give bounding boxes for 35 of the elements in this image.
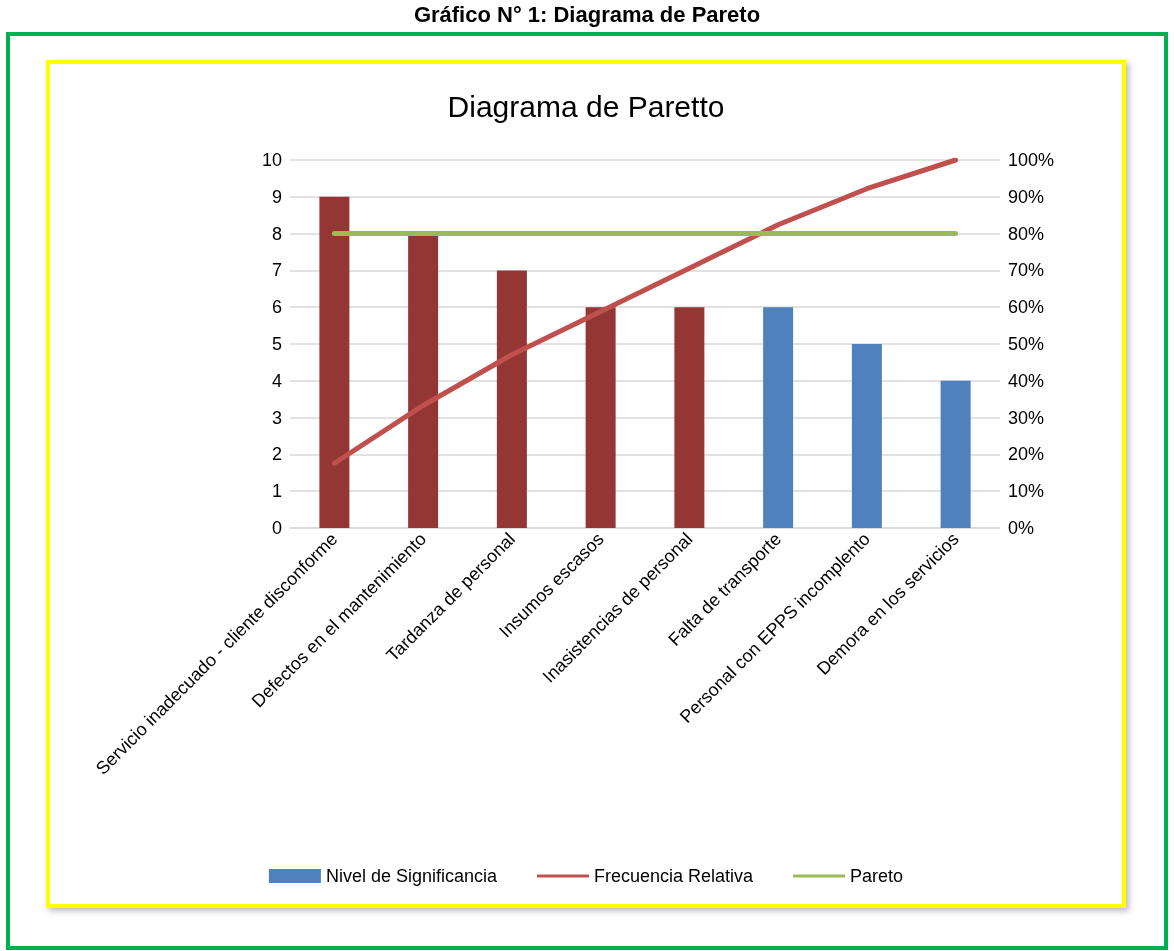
bar bbox=[851, 344, 882, 528]
y-tick-label: 3 bbox=[271, 407, 282, 428]
y2-tick-label: 100% bbox=[1008, 150, 1055, 170]
bar bbox=[585, 307, 616, 528]
bar bbox=[763, 307, 794, 528]
y2-tick-label: 60% bbox=[1008, 297, 1045, 318]
text: Gráfico N° 1: Diagrama de Pareto bbox=[412, 2, 762, 28]
bar bbox=[496, 270, 527, 528]
bar bbox=[674, 307, 705, 528]
y2-tick-label: 70% bbox=[1008, 260, 1045, 281]
y2-tick-label: 90% bbox=[1008, 186, 1045, 207]
bar bbox=[319, 196, 350, 528]
y-tick-label: 4 bbox=[271, 370, 282, 391]
legend-label: Pareto bbox=[850, 866, 904, 886]
y2-tick-label: 30% bbox=[1008, 407, 1045, 428]
y2-tick-label: 20% bbox=[1008, 444, 1045, 465]
y-tick-label: 2 bbox=[271, 444, 282, 465]
y-tick-label: 7 bbox=[271, 260, 282, 281]
y2-tick-label: 50% bbox=[1008, 334, 1045, 354]
legend-label: Nivel de Significancia bbox=[325, 866, 498, 886]
bar bbox=[940, 380, 971, 528]
legend-label: Frecuencia Relativa bbox=[593, 866, 755, 886]
y-tick-label: 9 bbox=[271, 186, 282, 207]
y-tick-label: 5 bbox=[271, 334, 282, 354]
y2-tick-label: 10% bbox=[1008, 481, 1045, 502]
y-tick-label: 8 bbox=[271, 223, 282, 244]
y2-tick-label: 40% bbox=[1008, 370, 1045, 391]
bar bbox=[408, 233, 439, 528]
y-tick-label: 6 bbox=[271, 297, 282, 318]
y-tick-label: 1 bbox=[271, 481, 282, 502]
y2-tick-label: 0% bbox=[1008, 518, 1035, 538]
y2-tick-label: 80% bbox=[1008, 223, 1045, 244]
y-tick-label: 0 bbox=[271, 518, 282, 538]
chart-title: Diagrama de Paretto bbox=[447, 89, 725, 123]
y-tick-label: 10 bbox=[261, 150, 282, 170]
